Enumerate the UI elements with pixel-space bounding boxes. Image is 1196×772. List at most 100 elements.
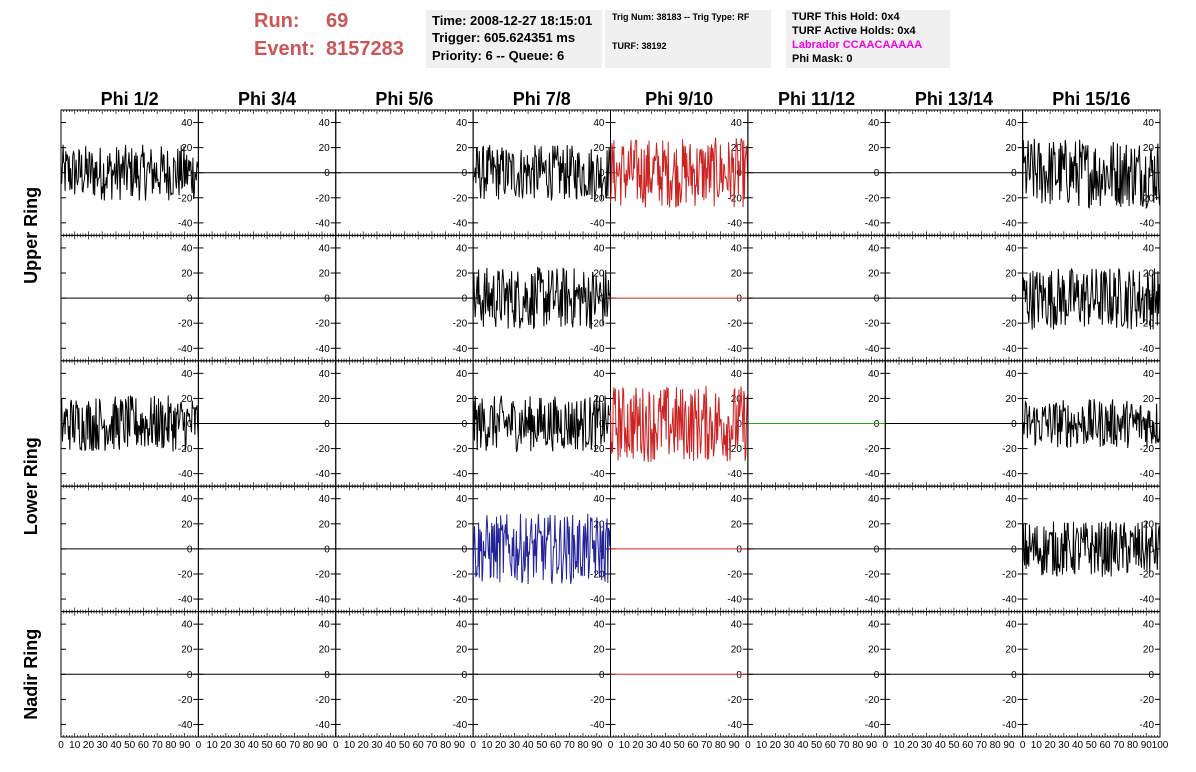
y-tick-label: -20 xyxy=(1002,695,1017,706)
y-tick-label: -20 xyxy=(1002,569,1017,580)
y-tick-label: 40 xyxy=(1006,118,1018,129)
y-tick-label: 40 xyxy=(456,494,468,505)
x-tick-label: 80 xyxy=(990,740,1002,751)
y-tick-label: -40 xyxy=(1140,595,1155,606)
y-tick-label: 0 xyxy=(599,168,605,179)
x-tick-label: 10 xyxy=(619,740,631,751)
y-tick-label: 40 xyxy=(456,243,468,254)
y-tick-label: -40 xyxy=(865,218,880,229)
y-tick-label: -20 xyxy=(865,695,880,706)
y-tick-label: -20 xyxy=(865,569,880,580)
y-tick-label: -40 xyxy=(315,218,330,229)
x-tick-label: 30 xyxy=(1058,740,1070,751)
y-tick-label: -40 xyxy=(1140,720,1155,731)
trigger-text: Trigger: 605.624351 ms xyxy=(432,30,576,45)
y-tick-label: 40 xyxy=(1006,620,1018,631)
y-tick-label: 20 xyxy=(868,143,880,154)
y-tick-label: 0 xyxy=(1148,544,1154,555)
x-tick-label: 0 xyxy=(882,740,888,751)
y-tick-label: -20 xyxy=(590,319,605,330)
y-tick-label: 20 xyxy=(456,645,468,656)
column-header: Phi 1/2 xyxy=(101,89,159,109)
y-tick-label: 0 xyxy=(736,670,742,681)
y-tick-label: -40 xyxy=(315,469,330,480)
y-tick-label: 20 xyxy=(1143,645,1155,656)
x-tick-label: 70 xyxy=(701,740,713,751)
phi-mask-text: Phi Mask: 0 xyxy=(792,53,853,65)
labrador-text: Labrador CCAACAAAAA xyxy=(792,39,923,51)
y-tick-label: 40 xyxy=(731,620,743,631)
y-tick-label: 0 xyxy=(736,294,742,305)
y-tick-label: -20 xyxy=(727,319,742,330)
x-tick-label: 60 xyxy=(687,740,699,751)
y-tick-label: -20 xyxy=(865,319,880,330)
y-tick-label: -20 xyxy=(1140,695,1155,706)
turf-text: TURF: 38192 xyxy=(612,41,667,51)
y-tick-label: -40 xyxy=(315,720,330,731)
y-tick-label: -20 xyxy=(727,444,742,455)
y-tick-label: 40 xyxy=(731,243,743,254)
y-tick-label: 0 xyxy=(1148,670,1154,681)
y-tick-label: 0 xyxy=(324,544,330,555)
x-tick-label: 0 xyxy=(470,740,476,751)
y-tick-label: -40 xyxy=(865,469,880,480)
y-tick-label: 0 xyxy=(599,670,605,681)
y-tick-label: 40 xyxy=(456,369,468,380)
x-tick-label: 60 xyxy=(962,740,974,751)
y-tick-label: 20 xyxy=(181,645,193,656)
waveform-trace xyxy=(472,144,611,201)
y-tick-label: -40 xyxy=(453,720,468,731)
y-tick-label: 40 xyxy=(181,118,193,129)
waveform-trace xyxy=(610,137,749,208)
x-tick-label: 60 xyxy=(275,740,287,751)
y-tick-label: 40 xyxy=(181,494,193,505)
y-tick-label: -40 xyxy=(727,469,742,480)
x-tick-label: 50 xyxy=(399,740,411,751)
y-tick-label: -40 xyxy=(590,595,605,606)
y-tick-label: 20 xyxy=(181,143,193,154)
x-tick-label: 50 xyxy=(948,740,960,751)
trigger-info-box xyxy=(605,10,771,68)
x-tick-label: 20 xyxy=(1045,740,1057,751)
event-number: 8157283 xyxy=(326,38,404,60)
y-tick-label: -40 xyxy=(453,469,468,480)
x-tick-label: 20 xyxy=(495,740,507,751)
y-tick-label: 20 xyxy=(593,143,605,154)
x-tick-label: 40 xyxy=(385,740,397,751)
y-tick-label: -20 xyxy=(727,569,742,580)
y-tick-label: -20 xyxy=(453,319,468,330)
column-header: Phi 3/4 xyxy=(238,89,296,109)
y-tick-label: 40 xyxy=(319,494,331,505)
run-number: 69 xyxy=(326,10,349,32)
x-tick-label: 70 xyxy=(152,740,164,751)
y-tick-label: -40 xyxy=(178,218,193,229)
x-tick-label: 30 xyxy=(784,740,796,751)
y-tick-label: 0 xyxy=(1011,544,1017,555)
y-tick-label: 20 xyxy=(319,394,331,405)
x-tick-label: 10 xyxy=(756,740,768,751)
waveform-trace xyxy=(472,395,611,453)
waveform-trace xyxy=(60,395,199,452)
y-tick-label: 0 xyxy=(874,544,880,555)
column-header: Phi 11/12 xyxy=(778,89,855,109)
y-tick-label: 0 xyxy=(187,670,193,681)
waveform-trace xyxy=(1022,268,1161,330)
y-tick-label: 20 xyxy=(731,519,743,530)
y-tick-label: 20 xyxy=(868,269,880,280)
x-tick-label: 0 xyxy=(1020,740,1026,751)
x-tick-label: 40 xyxy=(110,740,122,751)
y-tick-label: 40 xyxy=(181,243,193,254)
y-tick-label: -20 xyxy=(315,569,330,580)
x-tick-label: 90 xyxy=(179,740,191,751)
x-tick-label: 60 xyxy=(413,740,425,751)
